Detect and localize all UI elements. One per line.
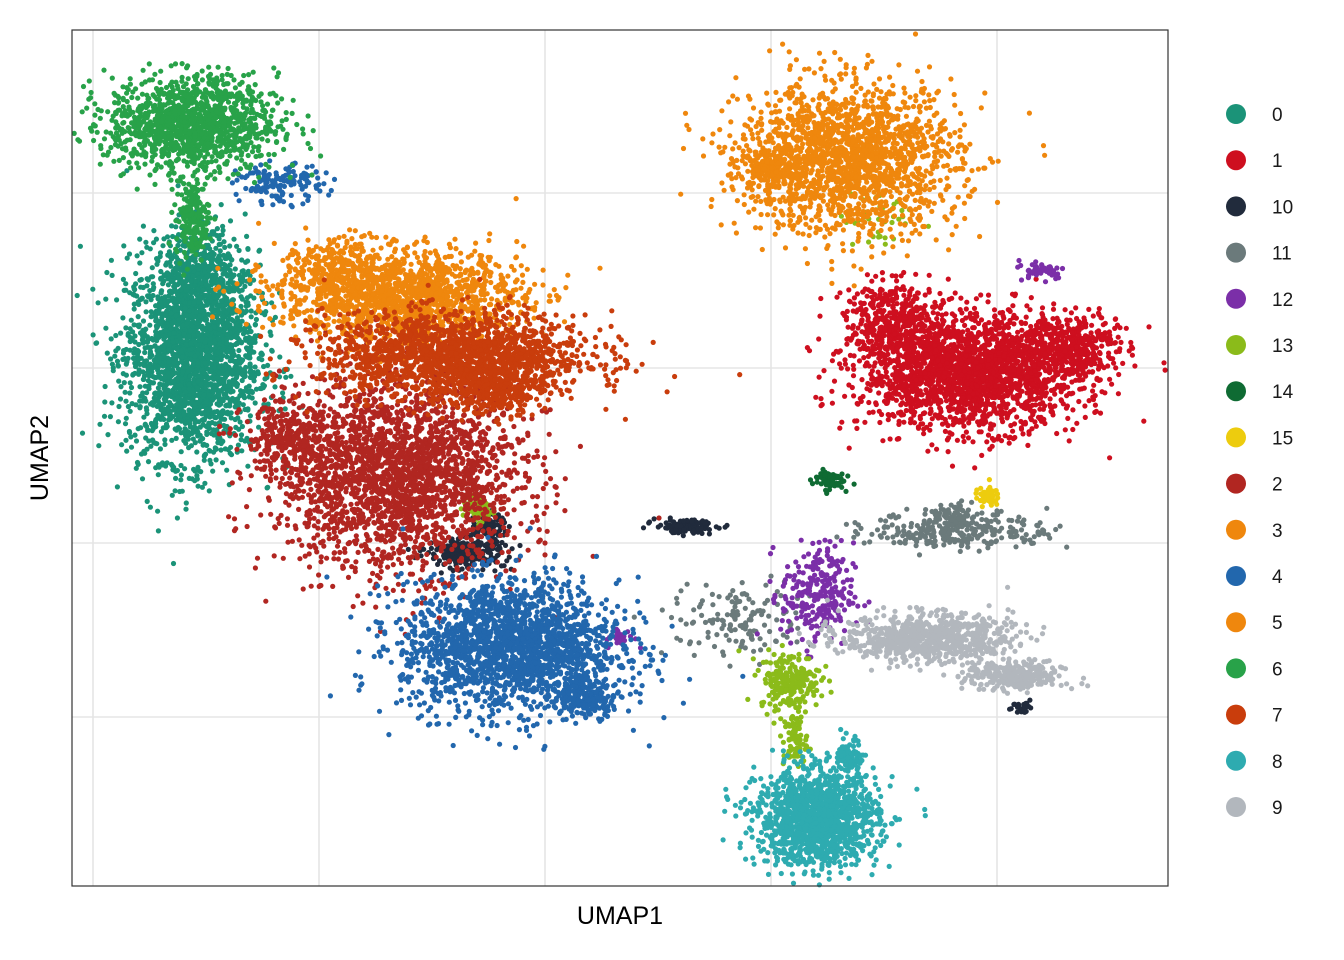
scatter-points xyxy=(71,31,1168,888)
legend-label-6: 6 xyxy=(1272,659,1283,680)
cluster-1-points xyxy=(804,269,1168,471)
legend-label-0: 0 xyxy=(1272,105,1283,126)
legend-key-5 xyxy=(1226,612,1246,633)
cluster-6-points xyxy=(71,61,324,278)
legend-label-15: 15 xyxy=(1272,428,1293,449)
legend: 0 1 10 11 12 13 14 15 2 3 4 5 6 7 8 9 xyxy=(1226,104,1294,819)
legend-label-2: 2 xyxy=(1272,475,1283,496)
legend-key-8 xyxy=(1226,750,1246,771)
cluster-5-points xyxy=(678,31,1048,289)
legend-label-3: 3 xyxy=(1272,521,1283,542)
legend-key-14 xyxy=(1226,381,1246,402)
cluster-8-points xyxy=(720,726,928,888)
cluster-15-points xyxy=(973,477,1001,510)
cluster-14-points xyxy=(807,466,857,496)
legend-key-11 xyxy=(1226,242,1246,263)
legend-label-1: 1 xyxy=(1272,151,1283,172)
legend-label-4: 4 xyxy=(1272,567,1283,588)
legend-key-6 xyxy=(1226,658,1246,679)
legend-label-7: 7 xyxy=(1272,706,1283,727)
legend-key-2 xyxy=(1226,473,1246,494)
cluster-9-points xyxy=(796,584,1091,696)
legend-label-14: 14 xyxy=(1272,382,1294,403)
legend-label-5: 5 xyxy=(1272,613,1283,634)
legend-key-7 xyxy=(1226,704,1246,725)
legend-key-13 xyxy=(1226,335,1246,355)
x-axis-title: UMAP1 xyxy=(577,902,663,930)
legend-key-9 xyxy=(1226,797,1246,817)
cluster-12-points xyxy=(604,257,1066,660)
legend-key-0 xyxy=(1226,104,1246,124)
legend-key-15 xyxy=(1226,427,1246,448)
legend-key-10 xyxy=(1226,196,1246,217)
cluster-0-points xyxy=(74,167,305,567)
legend-label-10: 10 xyxy=(1272,197,1293,218)
cluster-3-points xyxy=(209,196,603,365)
legend-label-8: 8 xyxy=(1272,752,1283,773)
legend-key-3 xyxy=(1226,519,1246,540)
cluster-4-points xyxy=(229,158,746,752)
cluster-11-points xyxy=(631,498,1070,669)
y-axis-title: UMAP2 xyxy=(26,415,54,501)
plot-panel-border xyxy=(71,29,1169,887)
cluster-2-points xyxy=(216,317,662,637)
cluster-7-points xyxy=(258,276,743,427)
legend-label-12: 12 xyxy=(1272,290,1293,311)
legend-label-11: 11 xyxy=(1272,244,1292,265)
legend-key-4 xyxy=(1226,566,1246,586)
legend-key-1 xyxy=(1226,150,1246,171)
legend-label-13: 13 xyxy=(1272,336,1293,357)
legend-label-9: 9 xyxy=(1272,798,1283,819)
legend-key-12 xyxy=(1226,288,1246,309)
